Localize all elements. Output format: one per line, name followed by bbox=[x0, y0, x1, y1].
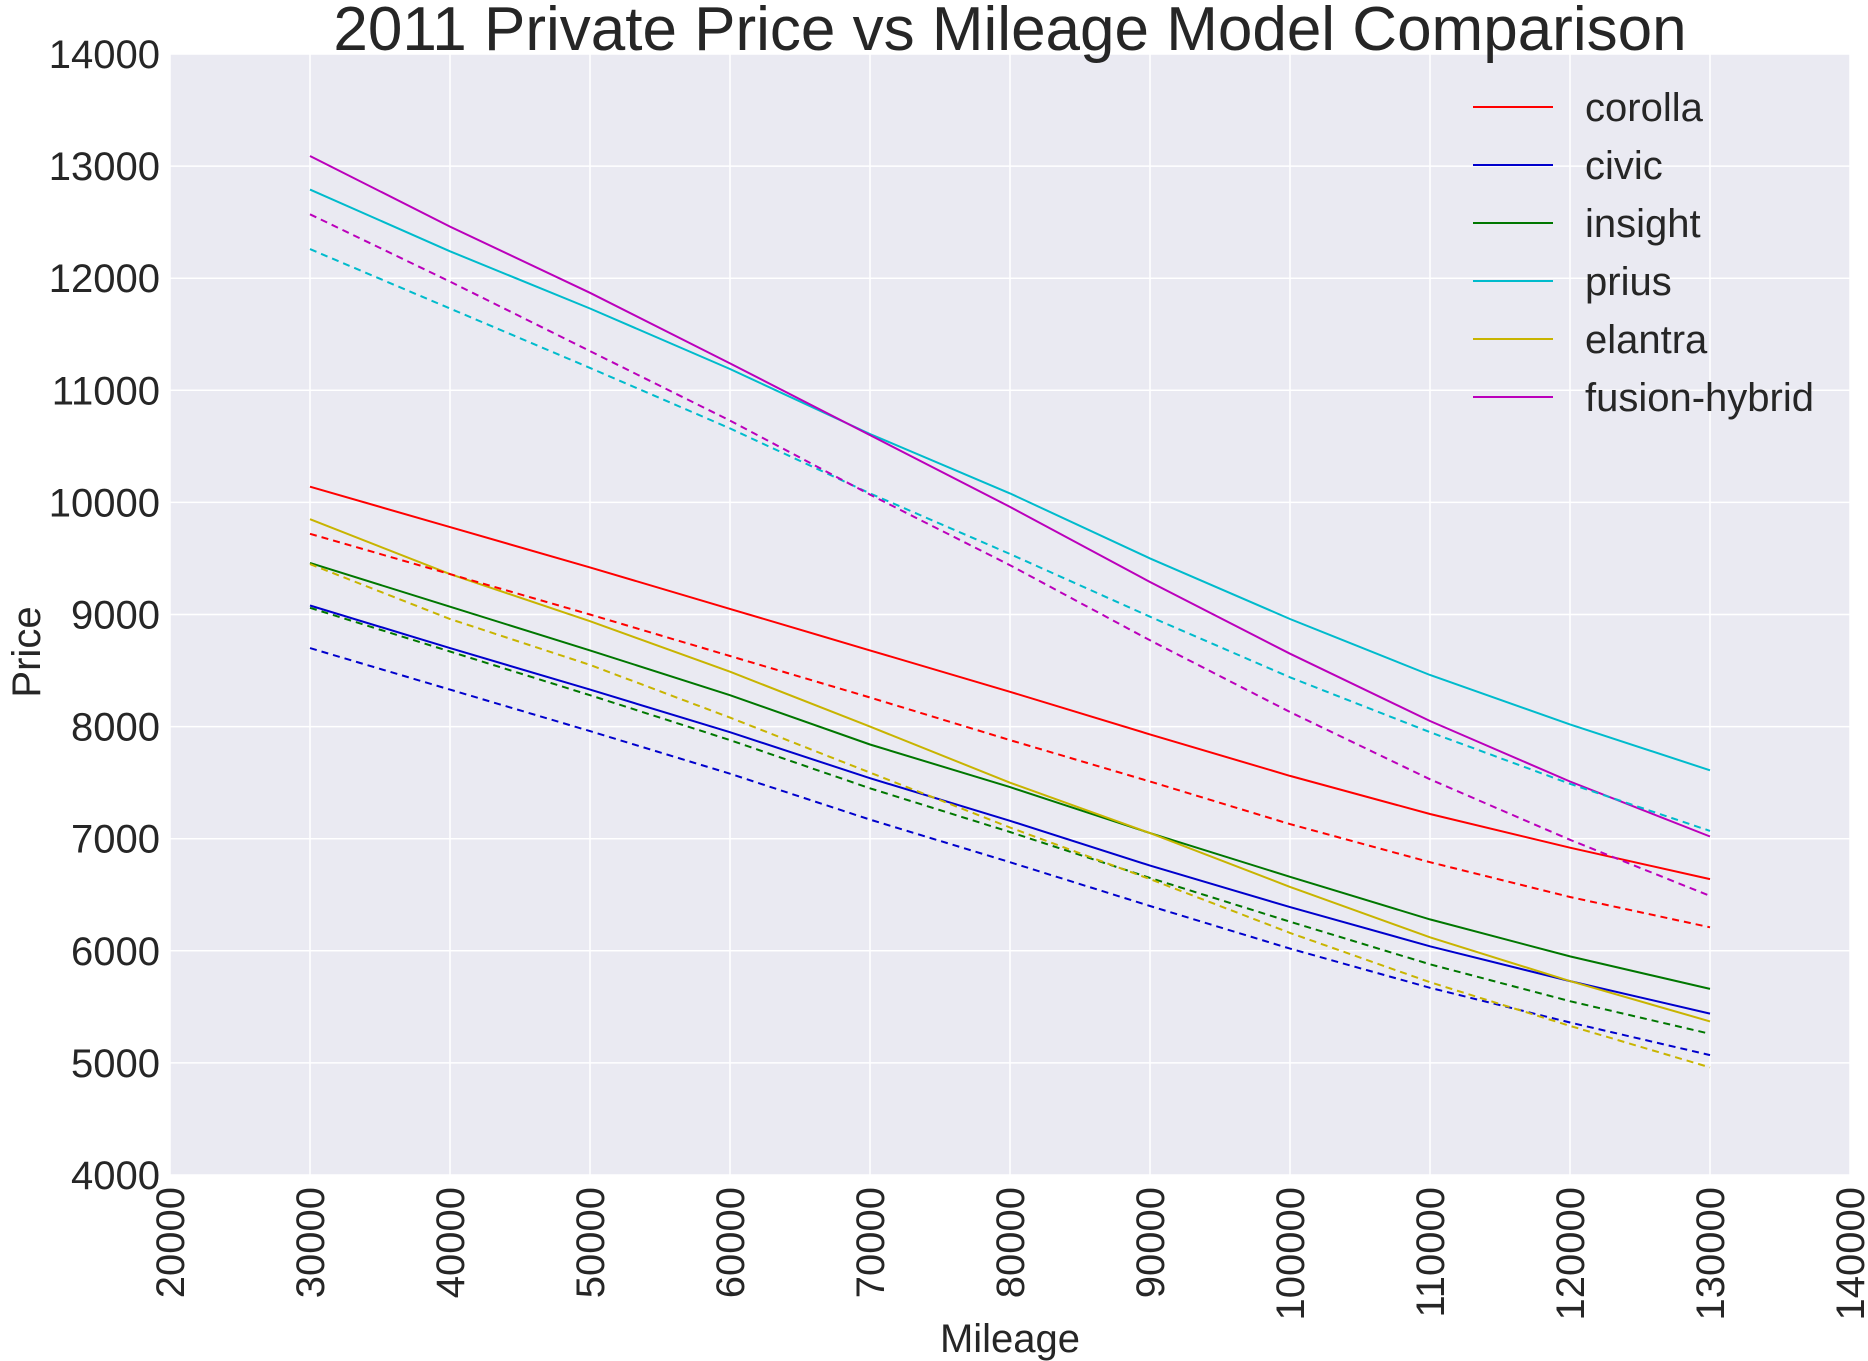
legend-label: civic bbox=[1585, 144, 1663, 188]
y-tick-label: 12000 bbox=[49, 257, 160, 301]
y-axis-label: Price bbox=[5, 606, 49, 697]
x-tick-label: 120000 bbox=[1549, 1187, 1593, 1320]
y-tick-label: 9000 bbox=[71, 594, 160, 638]
series-line-corolla bbox=[309, 485, 1711, 881]
x-tick-label: 80000 bbox=[989, 1187, 1033, 1298]
y-tick-label: 14000 bbox=[49, 33, 160, 77]
y-tick-label: 6000 bbox=[71, 930, 160, 974]
series-line-elantra bbox=[309, 518, 1711, 1023]
y-tick-label: 5000 bbox=[71, 1042, 160, 1086]
legend-label: fusion-hybrid bbox=[1585, 376, 1814, 420]
series-layer bbox=[309, 155, 1711, 1069]
x-tick-label: 40000 bbox=[429, 1187, 473, 1298]
legend-label: prius bbox=[1585, 260, 1672, 304]
x-tick-label: 100000 bbox=[1269, 1187, 1313, 1320]
y-tick-label: 7000 bbox=[71, 818, 160, 862]
x-tick-label: 140000 bbox=[1829, 1187, 1868, 1320]
x-tick-label: 90000 bbox=[1129, 1187, 1173, 1298]
y-tick-label: 11000 bbox=[52, 369, 160, 413]
y-tick-label: 8000 bbox=[71, 706, 160, 750]
y-tick-label: 4000 bbox=[71, 1154, 160, 1198]
series-line-insight bbox=[309, 561, 1711, 990]
x-tick-labels: 20000 30000 40000 50000 60000 70000 80000 90000… bbox=[149, 1187, 1868, 1320]
x-tick-label: 60000 bbox=[709, 1187, 753, 1298]
y-tick-label: 13000 bbox=[49, 145, 160, 189]
x-tick-label: 30000 bbox=[289, 1187, 333, 1298]
x-tick-label: 20000 bbox=[149, 1187, 193, 1298]
y-tick-labels: 4000 5000 6000 7000 8000 9000 10000 11000 12000 1… bbox=[49, 33, 160, 1198]
grid bbox=[169, 53, 1851, 1176]
legend-label: elantra bbox=[1585, 318, 1708, 362]
x-tick-label: 50000 bbox=[569, 1187, 613, 1298]
chart-title: 2011 Private Price vs Mileage Model Comp… bbox=[333, 0, 1686, 64]
series-line-dashed bbox=[309, 248, 1711, 832]
series-line-dashed bbox=[309, 563, 1711, 1069]
y-tick-label: 10000 bbox=[49, 481, 160, 525]
series-line-dashed bbox=[309, 606, 1711, 1035]
series-line-dashed bbox=[309, 532, 1711, 929]
legend-label: corolla bbox=[1585, 86, 1704, 130]
x-tick-label: 110000 bbox=[1409, 1187, 1453, 1318]
legend-label: insight bbox=[1585, 202, 1701, 246]
x-tick-label: 70000 bbox=[849, 1187, 893, 1298]
series-line-dashed bbox=[309, 213, 1711, 897]
x-tick-label: 130000 bbox=[1689, 1187, 1733, 1320]
series-line-fusion-hybrid bbox=[309, 155, 1711, 838]
x-axis-label: Mileage bbox=[940, 1317, 1080, 1361]
series-line-prius bbox=[309, 188, 1711, 772]
series-line-civic bbox=[309, 604, 1711, 1015]
series-line-dashed bbox=[309, 647, 1711, 1057]
legend: corolla civic insight prius elantra fusion-hy… bbox=[1473, 86, 1814, 420]
